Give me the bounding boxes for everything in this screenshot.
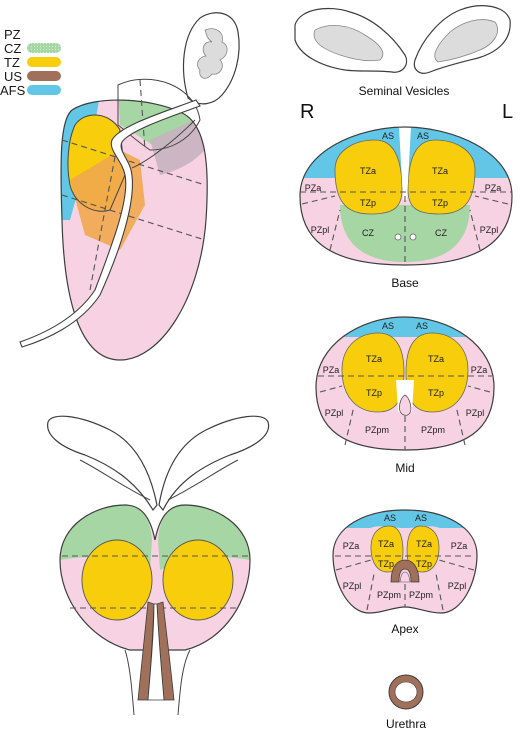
mid-label-pzpm-left: PZpm: [365, 425, 389, 435]
mid-label-as-left: AS: [382, 321, 394, 331]
base-label-pzpl-right: PZpl: [480, 225, 499, 235]
coronal-vesicle-left: [47, 415, 158, 512]
mid-afs: [316, 317, 494, 337]
base-tz-left: [334, 139, 403, 215]
mid-label-pzpl-right: PZpl: [466, 408, 485, 418]
base-label-pza-left: PZa: [305, 183, 322, 193]
mid-section: AS AS TZa TZa TZp TZp PZa PZa PZpl PZpl …: [315, 316, 495, 475]
mid-label-tzp-left: TZp: [366, 388, 382, 398]
apex-label-pzpl-right: PZpl: [448, 581, 467, 591]
base-label-cz-right: CZ: [435, 228, 447, 238]
base-label-cz-left: CZ: [362, 228, 374, 238]
base-fissure: [399, 127, 411, 200]
apex-label-tzp-right: TZp: [416, 559, 432, 569]
mid-label-tzp-right: TZp: [428, 388, 444, 398]
mid-label-pza-right: PZa: [471, 365, 488, 375]
coronal-view: [47, 415, 270, 716]
apex-label-tzp-left: TZp: [378, 559, 394, 569]
mid-label-pzpl-left: PZpl: [325, 408, 344, 418]
sagittal-cz-overlay: [150, 115, 208, 175]
apex-tz-left: [370, 525, 404, 573]
mid-label-pza-left: PZa: [323, 365, 340, 375]
base-outline: [299, 126, 513, 266]
base-label-tza-right: TZa: [432, 166, 448, 176]
apex-outline: [332, 509, 478, 614]
apex-label-as-left: AS: [384, 513, 396, 523]
apex-label-pzpm-left: PZpm: [377, 590, 401, 600]
apex-label-pzpl-left: PZpl: [343, 581, 362, 591]
caption-seminal-vesicles: Seminal Vesicles: [359, 84, 450, 98]
apex-tz-right: [406, 525, 440, 573]
coronal-tz-left: [81, 539, 153, 621]
apex-label-pza-left: PZa: [343, 541, 360, 551]
base-label-tzp-right: TZp: [432, 198, 448, 208]
apex-label-tza-left: TZa: [378, 539, 394, 549]
caption-apex: Apex: [391, 622, 418, 636]
apex-section: AS AS TZa TZa TZp TZp PZa PZa PZpl PZpl …: [332, 509, 478, 636]
base-label-pza-right: PZa: [485, 183, 502, 193]
base-label-as-right: AS: [417, 131, 429, 141]
caption-base: Base: [391, 276, 419, 290]
legend-swatch-cz: [27, 43, 61, 53]
urethra-section: Urethra: [386, 674, 426, 731]
caption-urethra: Urethra: [386, 717, 426, 731]
apex-afs: [333, 510, 477, 528]
apex-label-pza-right: PZa: [451, 541, 468, 551]
mid-label-tza-right: TZa: [428, 354, 444, 364]
base-label-tza-left: TZa: [360, 166, 376, 176]
legend-label-cz: CZ: [4, 41, 21, 56]
side-label-right: R: [300, 101, 314, 123]
base-label-pzpl-left: PZpl: [311, 225, 330, 235]
legend: PZ CZ TZ US AFS: [0, 27, 61, 98]
apex-urethra: [390, 559, 420, 583]
base-tz-right: [407, 139, 476, 215]
legend-label-afs: AFS: [0, 83, 26, 98]
legend-label-tz: TZ: [4, 55, 20, 70]
mid-label-pzpm-right: PZpm: [421, 425, 445, 435]
legend-swatch-us: [27, 71, 61, 81]
apex-label-pzpm-right: PZpm: [409, 590, 433, 600]
apex-label-as-right: AS: [415, 513, 427, 523]
side-label-left: L: [502, 101, 513, 123]
base-section: AS AS TZa TZa TZp TZp PZa PZa PZpl PZpl …: [299, 126, 513, 290]
caption-mid: Mid: [395, 461, 414, 475]
base-label-tzp-left: TZp: [360, 198, 376, 208]
seminal-vesicles-diagram: Seminal Vesicles: [294, 5, 511, 98]
mid-verumontanum: [399, 394, 412, 416]
legend-swatch-afs: [27, 85, 61, 95]
legend-label-pz: PZ: [4, 27, 21, 42]
mid-tz-right: [405, 332, 469, 413]
mid-tz-left: [341, 332, 405, 413]
coronal-vesicle-right: [158, 415, 270, 512]
coronal-tz-right: [162, 539, 234, 621]
legend-swatch-tz: [27, 57, 61, 67]
urethra-lumen: [394, 681, 418, 703]
sagittal-vesicle-folds: [197, 28, 228, 79]
mid-label-tza-left: TZa: [366, 354, 382, 364]
base-cz: [340, 205, 470, 262]
legend-label-us: US: [4, 69, 22, 84]
sagittal-view: [19, 12, 240, 361]
mid-label-as-right: AS: [416, 321, 428, 331]
base-label-as-left: AS: [382, 131, 394, 141]
mid-outline: [315, 316, 495, 451]
base-ejaculatory-duct-left: [394, 233, 402, 241]
coronal-prostate-outline: [59, 504, 251, 651]
sagittal-urethra: [19, 99, 201, 348]
apex-label-tza-right: TZa: [416, 539, 432, 549]
base-ejaculatory-duct-right: [409, 233, 417, 241]
